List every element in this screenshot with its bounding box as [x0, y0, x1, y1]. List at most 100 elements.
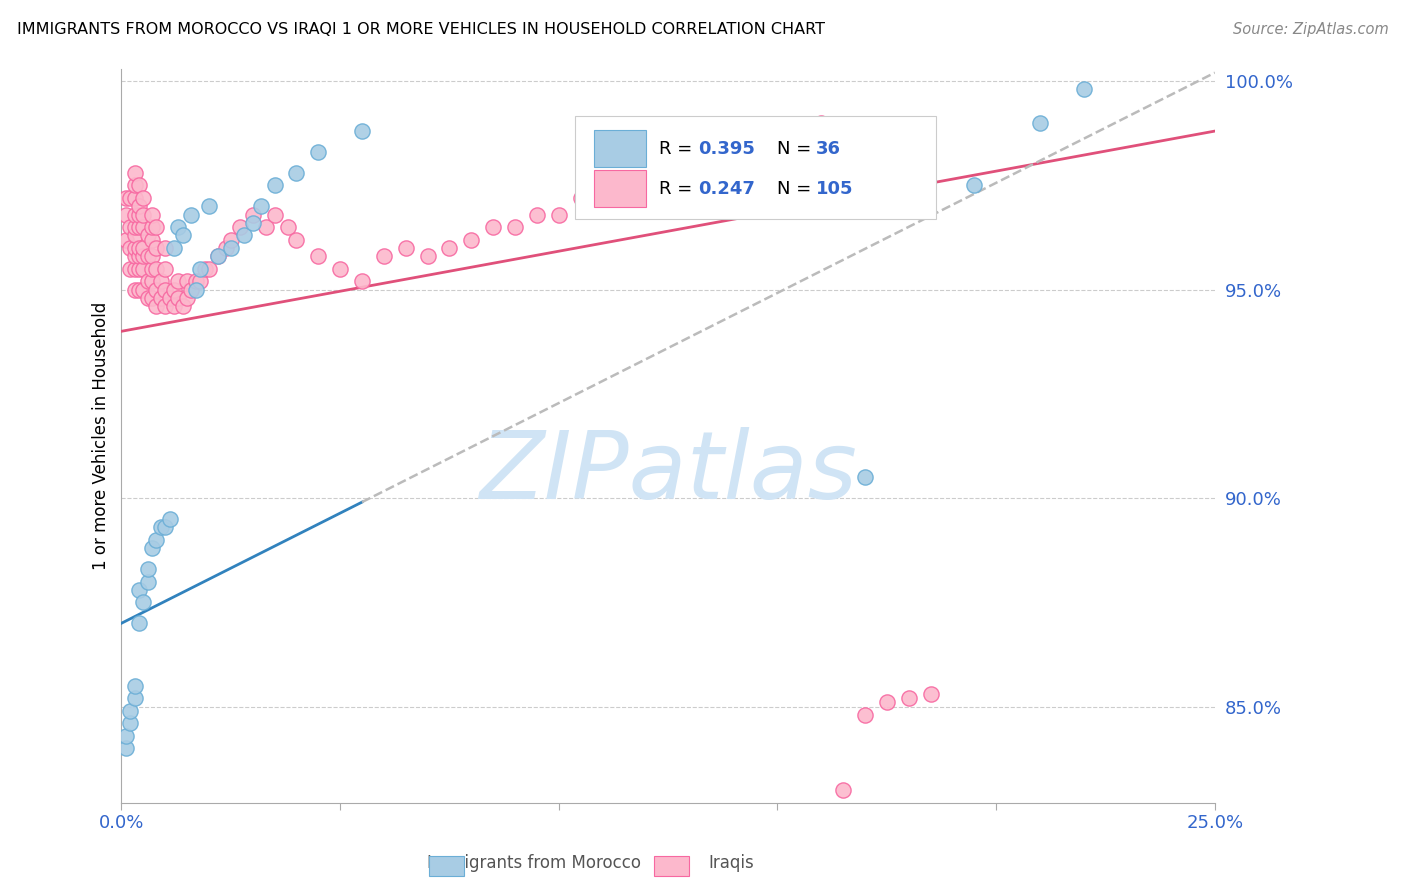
- Point: [141, 249, 163, 263]
- Point: [128, 207, 150, 221]
- Point: [876, 696, 898, 710]
- Point: [141, 541, 163, 556]
- Point: [159, 512, 181, 526]
- Point: [124, 178, 146, 193]
- Point: [373, 249, 395, 263]
- Text: R =: R =: [659, 179, 699, 198]
- Point: [132, 595, 155, 609]
- Point: [1073, 82, 1095, 96]
- Point: [700, 157, 723, 171]
- Text: Immigrants from Morocco: Immigrants from Morocco: [427, 855, 641, 872]
- Point: [242, 216, 264, 230]
- Point: [153, 261, 176, 276]
- Point: [744, 141, 766, 155]
- Point: [832, 783, 855, 797]
- Point: [263, 178, 285, 193]
- Point: [439, 241, 461, 255]
- Text: Iraqis: Iraqis: [709, 855, 754, 872]
- Point: [569, 191, 592, 205]
- Point: [128, 241, 150, 255]
- Point: [145, 219, 167, 234]
- Point: [128, 249, 150, 263]
- Point: [184, 274, 207, 288]
- Text: N =: N =: [778, 139, 817, 158]
- Point: [163, 299, 186, 313]
- Point: [219, 233, 242, 247]
- Point: [136, 249, 159, 263]
- Point: [145, 533, 167, 547]
- Point: [307, 249, 329, 263]
- Point: [114, 729, 136, 743]
- Point: [172, 228, 194, 243]
- Point: [250, 199, 273, 213]
- Point: [153, 520, 176, 534]
- Point: [120, 716, 142, 731]
- Point: [149, 274, 172, 288]
- Point: [124, 679, 146, 693]
- Bar: [593, 170, 647, 207]
- Point: [114, 741, 136, 756]
- Point: [136, 274, 159, 288]
- Point: [636, 178, 658, 193]
- Point: [350, 274, 373, 288]
- Point: [145, 299, 167, 313]
- Point: [136, 291, 159, 305]
- Point: [124, 219, 146, 234]
- Point: [132, 249, 155, 263]
- Point: [124, 241, 146, 255]
- Point: [132, 283, 155, 297]
- Point: [124, 228, 146, 243]
- Point: [810, 116, 832, 130]
- Point: [180, 283, 202, 297]
- Point: [307, 145, 329, 159]
- Point: [254, 219, 277, 234]
- Point: [132, 261, 155, 276]
- Point: [592, 191, 614, 205]
- Point: [136, 562, 159, 576]
- Point: [128, 219, 150, 234]
- Point: [723, 149, 745, 163]
- Point: [153, 241, 176, 255]
- Point: [141, 207, 163, 221]
- Point: [329, 261, 352, 276]
- Point: [219, 241, 242, 255]
- Point: [128, 199, 150, 213]
- Point: [277, 219, 299, 234]
- Point: [132, 191, 155, 205]
- Text: R =: R =: [659, 139, 699, 158]
- Point: [766, 132, 789, 146]
- Point: [145, 261, 167, 276]
- Point: [149, 520, 172, 534]
- Point: [526, 207, 548, 221]
- Point: [416, 249, 439, 263]
- Y-axis label: 1 or more Vehicles in Household: 1 or more Vehicles in Household: [93, 301, 110, 570]
- Point: [263, 207, 285, 221]
- Point: [132, 207, 155, 221]
- Point: [159, 291, 181, 305]
- Point: [120, 704, 142, 718]
- Point: [132, 241, 155, 255]
- Point: [460, 233, 482, 247]
- Point: [141, 291, 163, 305]
- Point: [114, 233, 136, 247]
- Point: [184, 283, 207, 297]
- Text: IMMIGRANTS FROM MOROCCO VS IRAQI 1 OR MORE VEHICLES IN HOUSEHOLD CORRELATION CHA: IMMIGRANTS FROM MOROCCO VS IRAQI 1 OR MO…: [17, 22, 825, 37]
- Point: [163, 241, 186, 255]
- Point: [163, 283, 186, 297]
- Text: 36: 36: [815, 139, 841, 158]
- Point: [167, 291, 190, 305]
- Point: [120, 219, 142, 234]
- Point: [193, 261, 215, 276]
- Point: [1029, 116, 1052, 130]
- Point: [128, 283, 150, 297]
- Point: [124, 166, 146, 180]
- Point: [613, 178, 636, 193]
- Point: [141, 233, 163, 247]
- Point: [124, 249, 146, 263]
- Point: [503, 219, 526, 234]
- Point: [136, 228, 159, 243]
- Text: 0.247: 0.247: [697, 179, 755, 198]
- Point: [188, 261, 211, 276]
- Point: [124, 207, 146, 221]
- Point: [207, 249, 229, 263]
